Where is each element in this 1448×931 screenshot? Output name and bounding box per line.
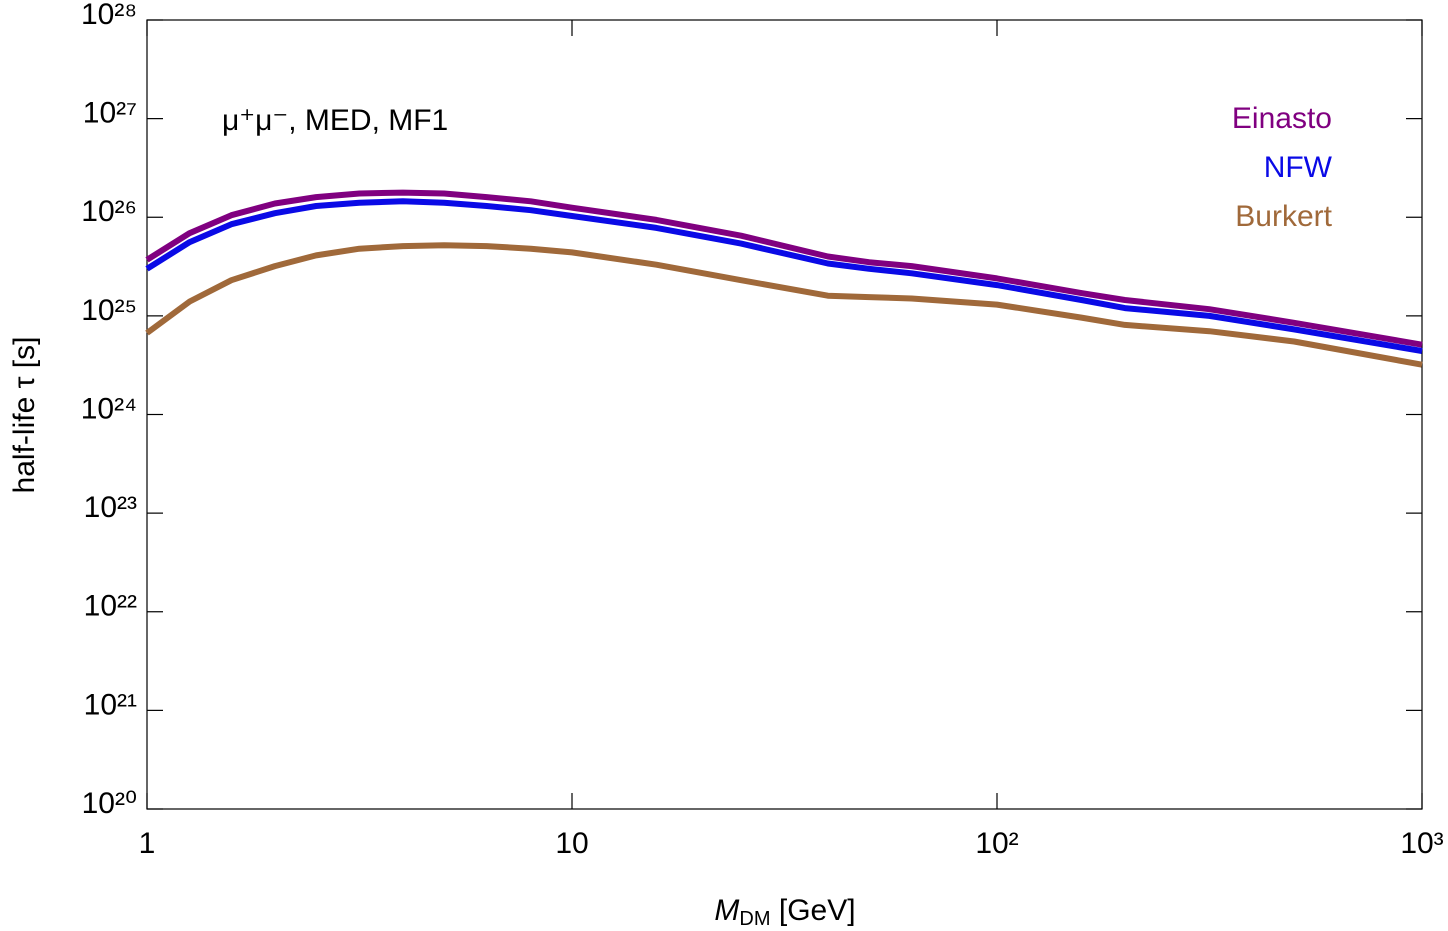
plot-frame xyxy=(146,19,1423,810)
y-tick-label: 10²⁸ xyxy=(81,0,137,31)
series-line xyxy=(145,189,1423,348)
y-tick-label: 10²⁰ xyxy=(82,787,137,820)
series-line xyxy=(145,242,1423,368)
y-tick-label: 10²⁷ xyxy=(83,97,137,130)
x-tick-label: 10² xyxy=(975,827,1018,860)
x-axis-label: MDM [GeV] xyxy=(714,894,855,930)
legend-label: NFW xyxy=(1264,151,1333,184)
y-axis-label: half-life τ [s] xyxy=(8,337,41,494)
series-line xyxy=(145,198,1423,354)
legend-label: Burkert xyxy=(1235,200,1332,233)
x-axis-label-part: M xyxy=(714,894,739,927)
x-tick-label: 10 xyxy=(555,827,588,860)
legend-label: Einasto xyxy=(1232,102,1332,135)
x-axis-label-part: DM xyxy=(739,908,770,930)
x-tick-label: 10³ xyxy=(1400,827,1443,860)
x-tick-label: 1 xyxy=(139,827,156,860)
x-axis-label-part: [GeV] xyxy=(771,894,856,927)
y-tick-label: 10²² xyxy=(84,590,137,623)
y-tick-label: 10²⁶ xyxy=(81,195,137,228)
y-tick-label: 10²³ xyxy=(84,491,137,524)
annotation: μ⁺μ⁻, MED, MF1 xyxy=(222,104,448,137)
y-tick-label: 10²¹ xyxy=(84,688,137,721)
y-tick-label: 10²⁴ xyxy=(81,392,137,425)
y-tick-label: 10²⁵ xyxy=(81,294,137,327)
